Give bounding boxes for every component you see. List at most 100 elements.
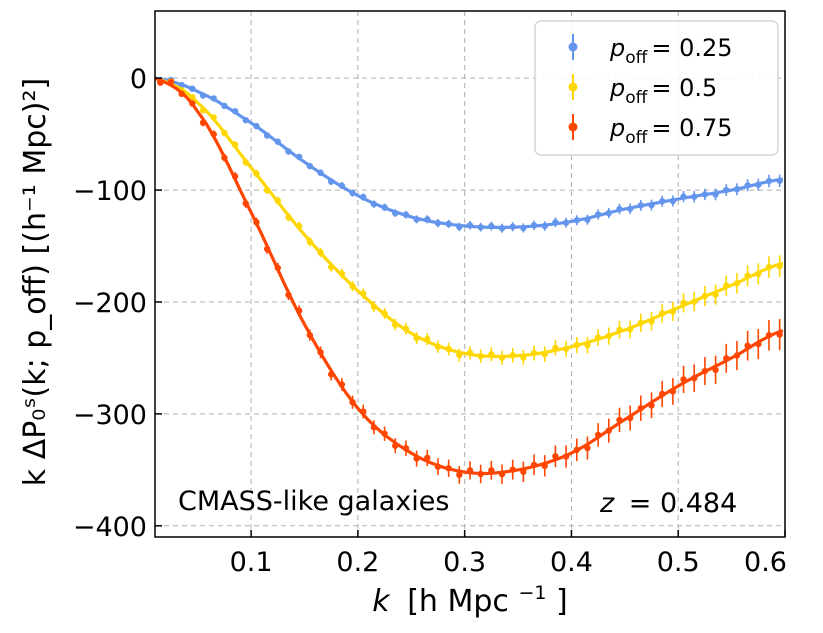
data-point [530,349,538,357]
data-point [317,249,324,256]
data-point [659,310,666,317]
data-point [317,169,324,176]
data-point [242,200,249,207]
data-point [338,270,346,277]
series-3 [154,76,784,484]
data-point [306,162,314,170]
x-tick-label: 0.5 [657,547,700,578]
data-point [221,102,228,110]
data-point [488,467,495,474]
data-point [370,424,378,431]
data-point [360,193,367,201]
data-point [456,471,463,479]
data-point [274,264,281,272]
data-point [616,326,623,334]
data-point [744,182,751,189]
data-point [712,191,719,198]
data-point [317,349,324,356]
data-point [445,465,452,472]
data-point [381,310,388,317]
data-point [295,222,303,230]
data-point [755,340,762,348]
ticks-layer: 0.1 0.2 0.3 0.4 0.5 0.6 0 −100 −200 −300 −400 [73,64,787,578]
y-tick-label: −300 [73,400,147,431]
data-point [221,129,228,137]
data-point [573,217,580,224]
data-point [659,198,666,205]
data-point [402,211,410,218]
data-point [488,351,495,358]
data-point [274,138,281,145]
series-2 [154,76,784,365]
data-point [424,216,431,223]
data-point [477,352,484,360]
redshift-value: = 0.484 [629,488,738,519]
data-point [370,303,378,310]
y-tick-label: 0 [130,64,147,95]
series-1 [154,76,784,233]
data-point [285,213,292,221]
data-point [520,468,527,475]
data-point [520,354,527,361]
data-point [680,376,687,383]
data-point [626,205,634,212]
legend-entry: poff = 0.25 [568,34,733,68]
data-point [424,454,431,462]
data-point [413,216,420,223]
plot-frame [154,10,786,538]
data-point [189,85,196,92]
data-point [488,222,495,230]
data-point [562,453,570,460]
data-point [157,79,164,86]
data-point [701,191,709,198]
legend-marker [568,122,578,132]
data-point [509,466,516,473]
data-point [295,307,303,314]
data-point [755,270,762,278]
data-point [327,178,335,185]
data-point [295,153,303,161]
data-point [691,374,698,382]
data-point [466,349,474,356]
data-point [466,467,474,474]
data-point [680,193,687,200]
data-point [178,90,185,98]
data-point [210,95,217,102]
data-point [349,398,356,406]
data-point [392,209,399,217]
data-point [765,177,773,185]
data-point [434,463,442,470]
data-point [584,341,591,349]
legend: poff = 0.25 poff = 0.5 poff = 0.75 [534,20,779,156]
data-point [573,341,580,349]
data-point [691,193,698,200]
data-point [327,263,335,271]
annotation-redshift: z = 0.484 [599,488,737,519]
data-point [189,100,196,107]
data-point [498,354,506,361]
data-point [434,219,442,227]
legend-entry: poff = 0.75 [568,114,733,148]
data-point [744,342,751,349]
data-point [648,402,655,409]
data-point [776,331,783,338]
y-tick-label: −100 [73,176,147,207]
data-point [648,318,655,325]
data-point [327,371,335,378]
data-point [381,204,388,211]
data-point [723,282,730,289]
data-point [733,352,741,359]
data-point [573,446,580,454]
data-point [498,224,506,232]
data-point [530,461,538,469]
data-point [199,119,207,126]
x-tick-label: 0.4 [550,547,593,578]
data-point [231,141,239,148]
data-point [253,219,260,226]
data-point [712,366,719,374]
data-point [199,107,207,114]
data-point [733,186,741,193]
series-layer [154,76,784,484]
data-point [733,280,741,287]
